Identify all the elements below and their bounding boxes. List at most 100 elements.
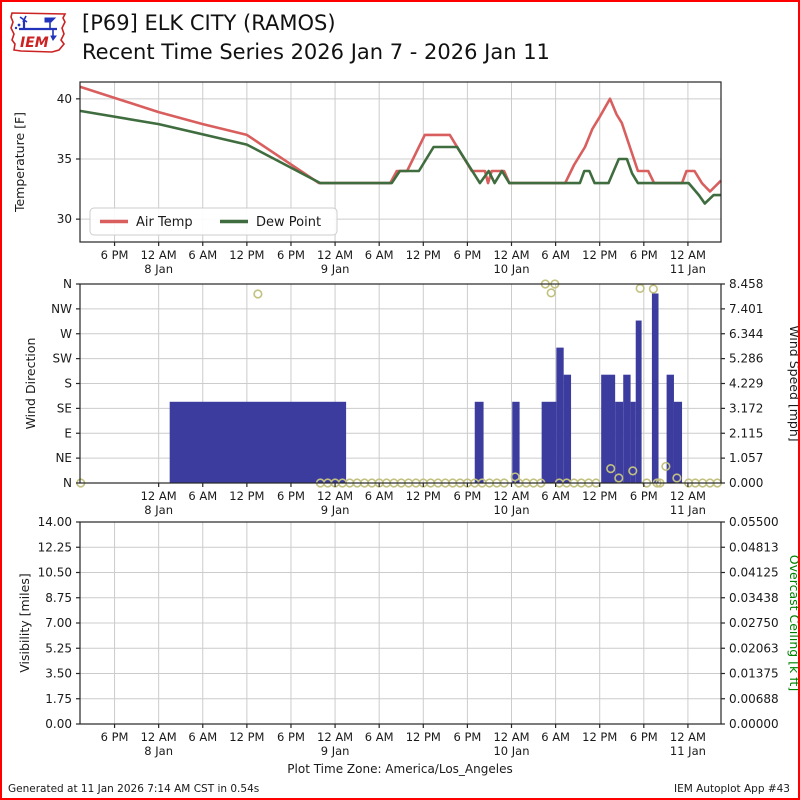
- x-tick-label: 6 PM: [630, 489, 658, 503]
- y-tick-label-right: 8.458: [729, 277, 763, 291]
- x-tick-label: 6 PM: [453, 248, 481, 262]
- x-date-label: 9 Jan: [321, 503, 350, 517]
- x-date-label: 10 Jan: [493, 503, 529, 517]
- x-tick-label: 6 PM: [277, 248, 305, 262]
- temperature-panel: Air Temp Dew Point 6 PM 12 AM 6 AM 12 PM 6 PM 1…: [12, 81, 722, 276]
- y-tick-label: 12.25: [38, 540, 72, 554]
- x-tick-label: 12 AM: [493, 489, 529, 503]
- wind-speed-bar: [673, 401, 683, 483]
- x-date-label: 11 Jan: [670, 262, 706, 276]
- x-tick-label: 6 PM: [630, 730, 658, 744]
- visibility-panel: 6 PM 12 AM 6 AM 12 PM 6 PM 12 AM 6 AM 12 PM 6 PM…: [17, 515, 800, 758]
- x-date-label: 11 Jan: [670, 503, 706, 517]
- y-tick-label: E: [64, 426, 72, 440]
- wind-speed-bars: [169, 293, 683, 483]
- wind-direction-point: [253, 289, 263, 299]
- y-tick-label-right: 0.000: [729, 476, 763, 490]
- dew-point-line: [79, 109, 721, 205]
- y-tick-label: SW: [53, 352, 73, 366]
- y-tick-label-right: 0.02750: [729, 616, 779, 630]
- wind-direction-point: [606, 464, 616, 474]
- x-date-label: 8 Jan: [144, 503, 173, 517]
- x-tick-label: 12 PM: [582, 248, 617, 262]
- x-tick-label: 12 AM: [317, 248, 353, 262]
- axis-title: Overcast Ceiling [k ft]: [787, 555, 800, 691]
- x-tick-label: 6 PM: [101, 730, 129, 744]
- axis-title: Temperature [F]: [12, 112, 27, 213]
- y-tick-label-right: 1.057: [729, 451, 763, 465]
- x-tick-label: 12 AM: [141, 730, 177, 744]
- x-tick-label: 6 AM: [188, 730, 217, 744]
- x-tick-label: 6 PM: [453, 730, 481, 744]
- wind-direction-point: [614, 473, 624, 483]
- y-tick-label: 5.25: [45, 641, 72, 655]
- y-tick-label: 1.75: [45, 692, 72, 706]
- y-tick-label-right: 0.02063: [729, 641, 779, 655]
- wind-speed-bar: [556, 347, 564, 483]
- x-tick-label: 12 PM: [229, 248, 264, 262]
- wind-speed-bar: [623, 374, 631, 483]
- logo-text: IEM: [20, 35, 49, 51]
- x-tick-label: 6 PM: [101, 248, 129, 262]
- x-tick-label: 6 PM: [277, 489, 305, 503]
- x-tick-label: 12 AM: [141, 489, 177, 503]
- y-tick-label: 40: [57, 92, 72, 106]
- y-tick-label: N: [63, 277, 72, 291]
- x-tick-label: 12 AM: [317, 730, 353, 744]
- x-tick-label: 12 PM: [229, 489, 264, 503]
- y-tick-label: NE: [55, 451, 72, 465]
- x-tick-label: 12 PM: [406, 248, 441, 262]
- wind-speed-bar: [630, 401, 636, 483]
- x-date-label: 10 Jan: [493, 262, 529, 276]
- x-date-label: 9 Jan: [321, 744, 350, 758]
- wind-panel: 12 AM 6 AM 12 PM 6 PM 12 AM 6 AM 12 PM 6 PM 12 A…: [23, 277, 798, 517]
- x-tick-label: 12 PM: [229, 730, 264, 744]
- wind-direction-point: [648, 284, 658, 294]
- x-tick-label: 12 AM: [670, 248, 706, 262]
- iem-logo: IEM: [10, 12, 67, 53]
- timezone-note: Plot Time Zone: America/Los_Angeles: [287, 762, 513, 776]
- y-tick-label: NW: [51, 302, 72, 316]
- x-tick-label: 6 AM: [365, 730, 394, 744]
- y-tick-label-right: 4.229: [729, 377, 763, 391]
- axis-title: Visibility [miles]: [17, 573, 32, 672]
- x-date-label: 11 Jan: [670, 744, 706, 758]
- x-tick-label: 6 AM: [541, 248, 570, 262]
- x-tick-label: 12 AM: [670, 730, 706, 744]
- app-note: IEM Autoplot App #43: [674, 783, 790, 795]
- y-tick-label: 35: [57, 152, 72, 166]
- y-tick-label-right: 7.401: [729, 302, 763, 316]
- x-tick-label: 6 AM: [541, 730, 570, 744]
- y-tick-label: N: [63, 476, 72, 490]
- y-tick-label-right: 3.172: [729, 401, 763, 415]
- x-date-label: 9 Jan: [321, 262, 350, 276]
- wind-speed-bar: [563, 374, 572, 483]
- x-tick-label: 12 AM: [317, 489, 353, 503]
- axis-title: Wind Direction: [23, 338, 38, 430]
- wind-speed-bar: [601, 374, 616, 483]
- wind-speed-bar: [666, 374, 674, 483]
- page-subtitle: Recent Time Series 2026 Jan 7 - 2026 Jan…: [82, 40, 550, 64]
- weather-station-glyph: [14, 15, 57, 41]
- y-tick-label: 7.00: [45, 616, 72, 630]
- y-tick-label-right: 0.05500: [729, 515, 779, 529]
- y-tick-label: 30: [57, 212, 72, 226]
- wind-direction-point: [546, 288, 556, 298]
- x-tick-label: 12 AM: [670, 489, 706, 503]
- x-tick-label: 12 AM: [493, 730, 529, 744]
- wind-direction-point: [628, 466, 638, 476]
- x-tick-label: 6 AM: [365, 489, 394, 503]
- x-tick-label: 12 PM: [406, 489, 441, 503]
- wind-speed-bar: [651, 293, 659, 483]
- air-temp-line: [79, 85, 722, 193]
- x-date-label: 10 Jan: [493, 744, 529, 758]
- y-tick-label-right: 2.115: [729, 426, 763, 440]
- x-tick-label: 6 AM: [541, 489, 570, 503]
- wind-speed-bar: [635, 320, 642, 483]
- x-tick-label: 6 AM: [365, 248, 394, 262]
- x-date-label: 8 Jan: [144, 262, 173, 276]
- wind-direction-point: [661, 461, 671, 472]
- y-tick-label-right: 5.286: [729, 352, 763, 366]
- y-tick-label: 8.75: [45, 591, 72, 605]
